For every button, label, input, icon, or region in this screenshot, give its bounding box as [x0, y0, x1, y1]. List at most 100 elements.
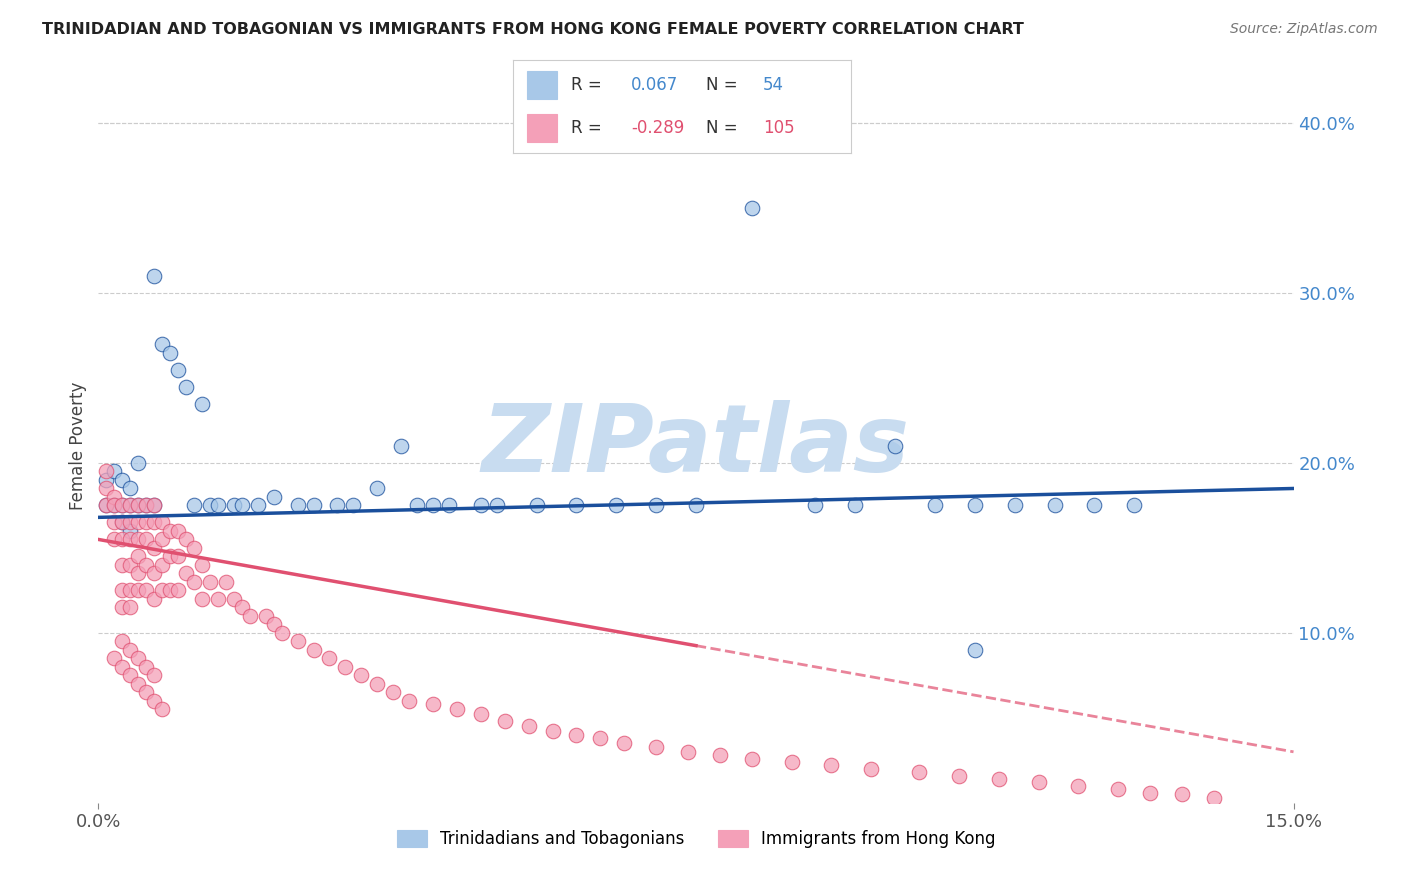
Point [143, 694, 166, 708]
Point [150, 337, 173, 351]
Point [120, 558, 142, 572]
Point [398, 694, 420, 708]
Point [318, 651, 340, 665]
Point [120, 583, 142, 598]
Text: -0.289: -0.289 [631, 120, 685, 137]
Point [437, 499, 460, 513]
Point [96, 465, 118, 479]
Point [685, 499, 707, 513]
Point [350, 668, 373, 682]
Point [565, 728, 588, 742]
Point [389, 439, 412, 453]
Point [780, 755, 803, 769]
Point [143, 566, 166, 581]
Point [422, 499, 444, 513]
Text: R =: R = [571, 120, 606, 137]
Point [143, 499, 166, 513]
Point [645, 739, 668, 754]
Point [111, 516, 134, 530]
Point [150, 702, 173, 716]
Point [111, 499, 134, 513]
Point [207, 499, 229, 513]
Point [191, 591, 214, 606]
Y-axis label: Female Poverty: Female Poverty [69, 382, 87, 510]
Point [127, 516, 149, 530]
Point [135, 558, 157, 572]
Point [741, 751, 763, 765]
Point [103, 499, 125, 513]
Text: 105: 105 [763, 120, 794, 137]
Point [135, 660, 157, 674]
Point [127, 566, 149, 581]
Point [159, 345, 181, 359]
Point [174, 379, 197, 393]
Point [150, 533, 173, 547]
Point [198, 574, 221, 589]
Point [804, 499, 827, 513]
Point [446, 702, 468, 716]
Point [150, 558, 173, 572]
Point [103, 490, 125, 504]
Point [406, 499, 429, 513]
Point [676, 745, 699, 759]
Point [287, 634, 309, 648]
Point [120, 600, 142, 615]
Text: R =: R = [571, 76, 606, 94]
Point [143, 541, 166, 555]
Point [143, 591, 166, 606]
Point [1123, 499, 1146, 513]
Point [565, 499, 588, 513]
Point [120, 533, 142, 547]
Point [246, 499, 269, 513]
Point [120, 668, 142, 682]
Point [150, 583, 173, 598]
Point [844, 499, 866, 513]
Point [111, 533, 134, 547]
Legend: Trinidadians and Tobagonians, Immigrants from Hong Kong: Trinidadians and Tobagonians, Immigrants… [389, 823, 1002, 855]
Point [382, 685, 405, 699]
Point [1202, 790, 1225, 805]
Point [143, 668, 166, 682]
Point [1004, 499, 1026, 513]
Point [103, 516, 125, 530]
Point [231, 600, 253, 615]
Point [485, 499, 508, 513]
Text: 0.067: 0.067 [631, 76, 679, 94]
Point [174, 533, 197, 547]
Point [135, 516, 157, 530]
Point [167, 549, 190, 564]
Point [470, 499, 492, 513]
Point [143, 499, 166, 513]
Point [215, 574, 238, 589]
Point [1043, 499, 1066, 513]
Point [517, 719, 540, 733]
Point [908, 765, 931, 780]
Point [159, 524, 181, 538]
Point [741, 201, 763, 215]
Point [924, 499, 946, 513]
Text: Source: ZipAtlas.com: Source: ZipAtlas.com [1230, 22, 1378, 37]
Point [1107, 782, 1129, 797]
Bar [527, 71, 557, 99]
Text: TRINIDADIAN AND TOBAGONIAN VS IMMIGRANTS FROM HONG KONG FEMALE POVERTY CORRELATI: TRINIDADIAN AND TOBAGONIAN VS IMMIGRANTS… [42, 22, 1024, 37]
Point [366, 482, 388, 496]
Point [127, 499, 149, 513]
Point [143, 269, 166, 284]
Point [222, 499, 245, 513]
Point [605, 499, 627, 513]
Point [963, 499, 986, 513]
Point [302, 499, 325, 513]
Bar [527, 114, 557, 142]
Point [589, 731, 612, 746]
Point [820, 758, 842, 772]
Point [335, 660, 357, 674]
Point [987, 772, 1010, 786]
Point [127, 651, 149, 665]
Point [111, 558, 134, 572]
Point [222, 591, 245, 606]
Text: 54: 54 [763, 76, 785, 94]
Point [135, 499, 157, 513]
Point [963, 643, 986, 657]
Text: ZIPatlas: ZIPatlas [482, 400, 910, 492]
Point [302, 643, 325, 657]
